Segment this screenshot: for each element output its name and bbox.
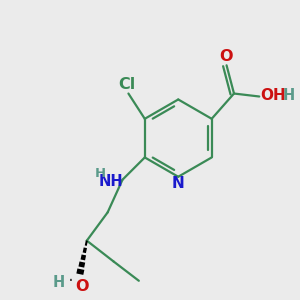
- Text: ·: ·: [68, 272, 74, 291]
- Text: H: H: [53, 275, 65, 290]
- Text: OH: OH: [260, 88, 286, 103]
- Text: H: H: [283, 88, 295, 103]
- Text: O: O: [75, 279, 88, 294]
- Text: NH: NH: [98, 174, 123, 189]
- Text: Cl: Cl: [118, 77, 136, 92]
- Text: O: O: [219, 50, 233, 64]
- Text: H: H: [94, 167, 106, 180]
- Text: N: N: [172, 176, 184, 191]
